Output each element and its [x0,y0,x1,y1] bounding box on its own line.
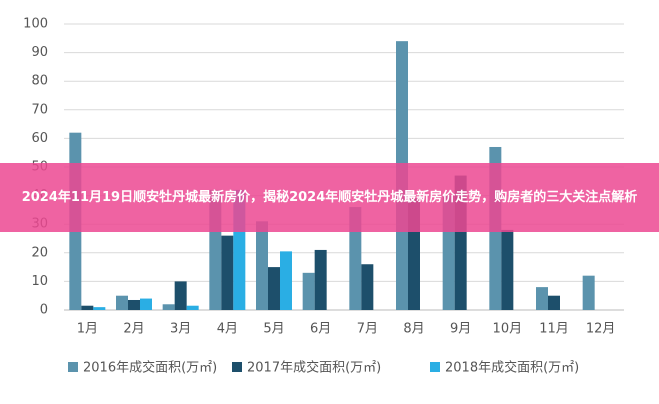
bar [81,305,94,310]
x-tick-label: 5月 [263,322,284,337]
bar [116,295,128,310]
legend-label: 2018年成交面积(万㎡) [445,360,579,376]
x-tick-label: 4月 [217,322,238,337]
y-tick-label: 20 [31,245,48,260]
x-tick-label: 9月 [450,322,471,337]
bar [93,307,106,310]
x-tick-label: 3月 [170,322,191,337]
bar [314,249,327,310]
legend-swatch [232,362,242,372]
bar [174,281,187,310]
y-tick-label: 100 [23,17,48,32]
bar [501,229,514,310]
bar [548,295,560,310]
x-tick-label: 2月 [123,322,144,337]
y-tick-label: 90 [31,45,48,60]
legend-label: 2017年成交面积(万㎡) [247,360,381,376]
bar [140,298,152,310]
y-tick-label: 60 [31,131,48,146]
y-tick-label: 70 [31,102,48,117]
legend-label: 2016年成交面积(万㎡) [83,360,217,376]
x-tick-label: 7月 [357,322,378,337]
y-tick-label: 80 [31,74,48,89]
legend-swatch [430,362,440,372]
x-tick-label: 12月 [586,322,616,337]
bar [536,287,548,310]
y-tick-label: 0 [40,303,48,318]
x-tick-label: 8月 [403,322,424,337]
bar [256,221,268,310]
bar [186,305,199,310]
x-tick-label: 10月 [493,322,523,337]
bar [582,275,595,310]
banner-title: 2024年11月19日顺安牡丹城最新房价，揭秘2024年顺安牡丹城最新房价走势，… [21,189,638,205]
x-tick-label: 1月 [77,322,98,337]
bar [221,235,234,310]
bar [302,272,315,310]
bar [280,251,292,310]
bar [128,299,140,310]
legend-swatch [68,362,78,372]
y-tick-label: 10 [31,274,48,289]
banner: 2024年11月19日顺安牡丹城最新房价，揭秘2024年顺安牡丹城最新房价走势，… [0,163,659,232]
x-tick-label: 11月 [539,322,569,337]
bar [361,264,374,310]
bar [268,267,280,310]
x-tick-label: 6月 [310,322,331,337]
bar [349,207,362,310]
bar [162,304,175,310]
